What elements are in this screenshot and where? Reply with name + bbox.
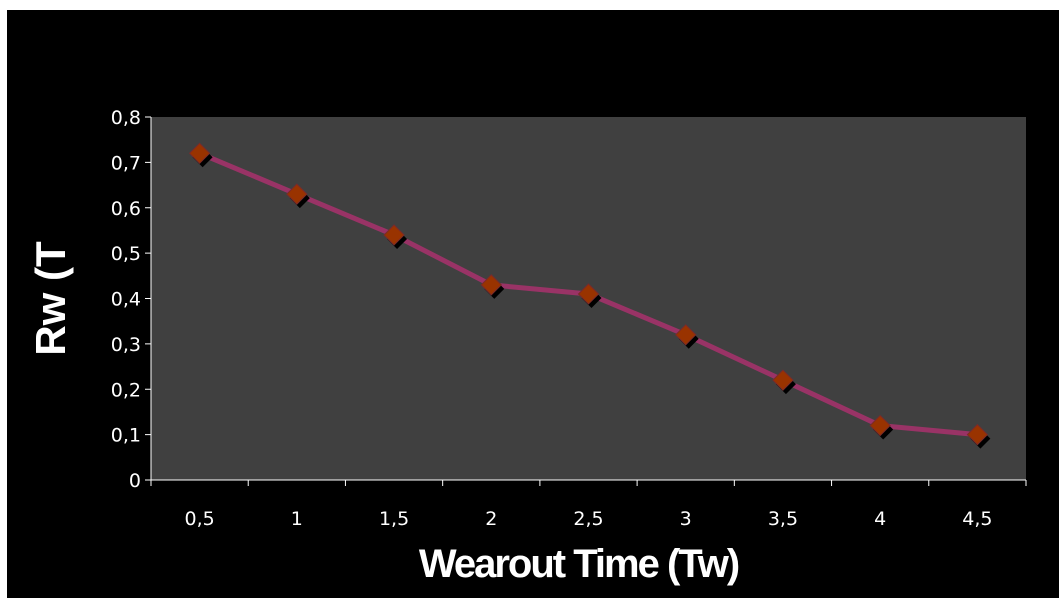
x-tick-label: 2 [485, 508, 497, 530]
x-tick-label: 1,5 [379, 508, 409, 530]
x-tick-label: 4,5 [962, 508, 992, 530]
y-tick-label: 0,6 [111, 198, 141, 220]
tick-labels: 0 0,1 0,2 0,3 0,4 0,5 0,6 0,7 0,8 0,5 1 1,5 2 2,5 3 3,5… [111, 107, 993, 530]
y-tick-label: 0,3 [111, 334, 141, 356]
x-axis-title: Wearout Time (Tw) [419, 542, 739, 586]
series-layer [188, 142, 991, 449]
axes [145, 116, 1027, 486]
y-tick-label: 0,5 [111, 243, 141, 265]
y-axis-title: Rw (T [27, 241, 74, 356]
line-chart: 0 0,1 0,2 0,3 0,4 0,5 0,6 0,7 0,8 0,5 1 1,5 2 2,5 3 3,5… [27, 107, 1027, 586]
data-point [869, 414, 891, 437]
x-tick-label: 3,5 [768, 508, 798, 530]
data-point [772, 369, 794, 391]
y-tick-label: 0,7 [111, 152, 141, 174]
x-tick-label: 4 [874, 508, 886, 530]
y-tick-label: 0,4 [111, 289, 141, 311]
data-point [383, 224, 405, 246]
y-tick-label: 0,8 [111, 107, 141, 129]
y-tick-label: 0,1 [111, 425, 141, 447]
y-tick-label: 0 [129, 470, 141, 492]
data-point [577, 283, 600, 305]
x-tick-label: 0,5 [185, 508, 215, 530]
data-point [675, 324, 697, 346]
data-point [286, 183, 308, 205]
x-tick-label: 3 [680, 508, 692, 530]
y-tick-label: 0,2 [111, 379, 141, 401]
data-point [480, 274, 502, 296]
data-point [966, 423, 989, 446]
data-point [188, 142, 211, 165]
chart-frame: 0 0,1 0,2 0,3 0,4 0,5 0,6 0,7 0,8 0,5 1 1,5 2 2,5 3 3,5… [7, 10, 1059, 598]
x-tick-label: 1 [291, 508, 303, 530]
x-tick-label: 2,5 [573, 508, 603, 530]
